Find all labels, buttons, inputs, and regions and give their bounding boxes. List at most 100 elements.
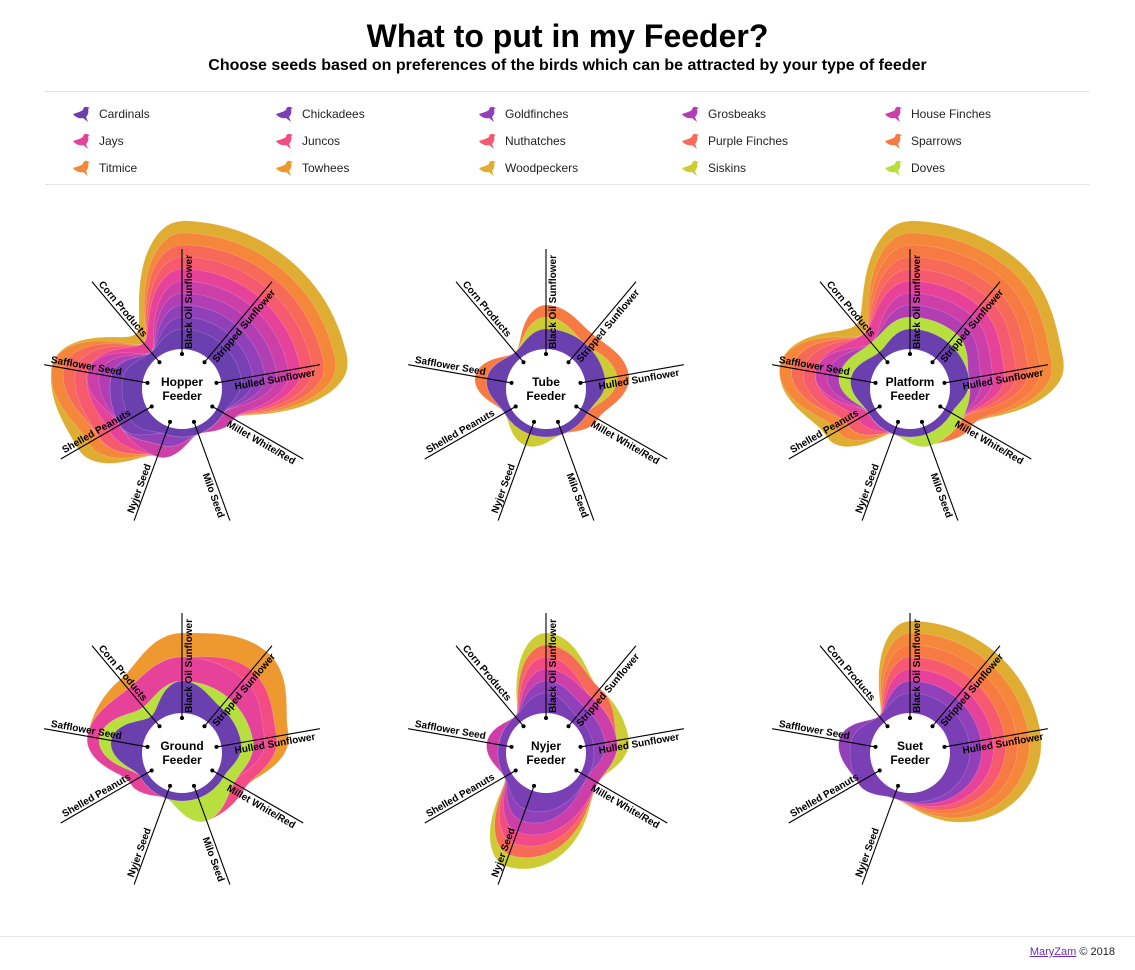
axis-dot (157, 360, 162, 365)
chart-center-label: Feeder (890, 389, 930, 403)
axis-label: Shelled Peanuts (788, 772, 861, 820)
axis-label: Black Oil Sunflower (548, 255, 559, 349)
legend-item-grosbeaks[interactable]: Grosbeaks (680, 104, 766, 124)
footer: MaryZam © 2018 (1030, 946, 1115, 958)
legend-label: Woodpeckers (505, 161, 579, 175)
axis-line (44, 364, 148, 384)
axis-line (204, 645, 273, 727)
axis-dot (566, 360, 571, 365)
axis-dot (896, 783, 901, 788)
axis-label: Nyjer Seed (854, 827, 882, 879)
axis-line (424, 406, 516, 460)
legend-label: Nuthatches (505, 134, 566, 148)
axis-label: Nyjer Seed (854, 463, 882, 515)
legend-item-chickadees[interactable]: Chickadees (274, 104, 365, 124)
axis-label: Black Oil Sunflower (184, 255, 195, 349)
axis-label: Nyjer Seed (126, 463, 154, 515)
axis-dot (942, 744, 947, 749)
legend-item-nuthatches[interactable]: Nuthatches (477, 131, 566, 151)
axis-dot (566, 724, 571, 729)
axis-label: Safflower Seed (414, 355, 487, 378)
radar-chart-ground-feeder: Black Oil Sunflower Stripped SunflowerHul… (44, 613, 320, 885)
axis-dot (157, 724, 162, 729)
bird-icon (885, 160, 902, 176)
legend-label: House Finches (911, 107, 992, 121)
chart-center-label: Ground (160, 739, 203, 753)
bird-legend: Cardinals Chickadees Goldfinches Grosbeaks H… (45, 91, 1090, 185)
axis-line (133, 785, 171, 885)
axis-label: Shelled Peanuts (424, 772, 497, 820)
axis-label: Millet White/Red (953, 419, 1025, 467)
bird-icon (276, 106, 293, 122)
axis-dot (214, 744, 219, 749)
legend-item-purple-finches[interactable]: Purple Finches (680, 131, 788, 151)
legend-item-juncos[interactable]: Juncos (274, 131, 340, 151)
axis-line (861, 785, 899, 885)
bird-icon (682, 133, 699, 149)
axis-dot (930, 724, 935, 729)
axis-line (497, 421, 535, 521)
axis-dot (149, 404, 154, 409)
axis-dot (521, 724, 526, 729)
axis-dot (168, 419, 173, 424)
axis-dot (168, 783, 173, 788)
axis-dot (210, 768, 215, 773)
axis-line (60, 406, 152, 460)
bird-icon (276, 160, 293, 176)
axis-line (91, 281, 160, 363)
legend-item-towhees[interactable]: Towhees (274, 158, 349, 178)
legend-item-sparrows[interactable]: Sparrows (883, 131, 962, 151)
radar-chart-tube-feeder: Black Oil Sunflower Stripped SunflowerHul… (408, 249, 684, 521)
axis-dot (574, 768, 579, 773)
axis-line (580, 728, 684, 748)
axis-label: Black Oil Sunflower (912, 255, 923, 349)
legend-item-house-finches[interactable]: House Finches (883, 104, 991, 124)
axis-line (408, 364, 512, 384)
legend-label: Siskins (708, 161, 747, 175)
axis-line (861, 421, 899, 521)
legend-label: Jays (99, 134, 124, 148)
bird-icon (479, 106, 496, 122)
center-hole (142, 713, 222, 793)
legend-item-jays[interactable]: Jays (71, 131, 124, 151)
axis-line (580, 364, 684, 384)
axis-dot (885, 724, 890, 729)
author-link[interactable]: MaryZam (1029, 946, 1077, 958)
axis-dot (210, 404, 215, 409)
legend-item-doves[interactable]: Doves (883, 158, 945, 178)
axis-dot (509, 744, 514, 749)
legend-label: Goldfinches (505, 107, 569, 121)
axis-line (44, 728, 148, 748)
axis-label: Safflower Seed (778, 719, 851, 742)
axis-dot (214, 380, 219, 385)
legend-item-cardinals[interactable]: Cardinals (71, 104, 150, 124)
axis-line (772, 364, 876, 384)
axis-line (455, 281, 524, 363)
axis-dot (149, 768, 154, 773)
axis-label: Nyjer Seed (490, 463, 518, 515)
chart-center-label: Nyjer (531, 739, 561, 753)
axis-line (944, 728, 1048, 748)
chart-center-label: Platform (886, 375, 935, 389)
axis-label: Milo Seed (928, 472, 954, 520)
axis-line (455, 645, 524, 727)
legend-item-siskins[interactable]: Siskins (680, 158, 746, 178)
chart-center-label: Feeder (526, 753, 566, 767)
legend-label: Grosbeaks (708, 107, 767, 121)
axis-dot (873, 380, 878, 385)
radar-chart-suet-feeder: Black Oil Sunflower Stripped SunflowerHul… (772, 613, 1048, 885)
legend-item-goldfinches[interactable]: Goldfinches (477, 104, 568, 124)
legend-item-woodpeckers[interactable]: Woodpeckers (477, 158, 578, 178)
radar-chart-nyjer-feeder: Black Oil Sunflower Stripped SunflowerHul… (408, 613, 684, 885)
bird-icon (682, 160, 699, 176)
axis-label: Millet White/Red (225, 783, 297, 831)
center-hole (870, 713, 950, 793)
axis-dot (532, 419, 537, 424)
legend-item-titmice[interactable]: Titmice (71, 158, 137, 178)
chart-center-label: Feeder (890, 753, 930, 767)
axis-label: Millet White/Red (589, 783, 661, 831)
axis-line (576, 406, 668, 460)
axis-label: Millet White/Red (589, 419, 661, 467)
axis-label: Milo Seed (564, 472, 590, 520)
axis-line (557, 421, 595, 521)
